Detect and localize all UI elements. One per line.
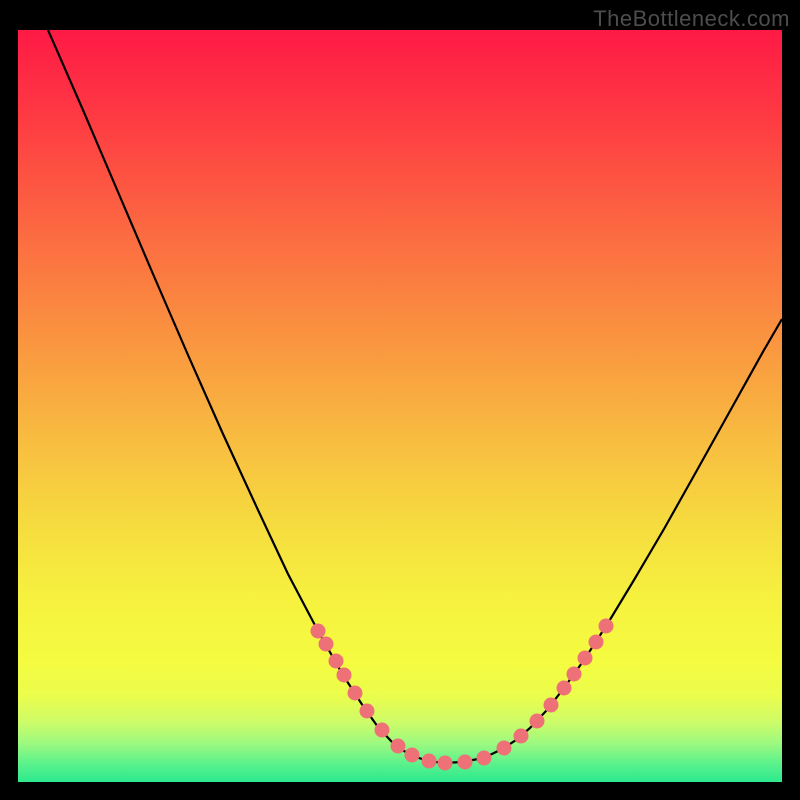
- marker-flat: [438, 756, 453, 771]
- marker-left: [348, 686, 363, 701]
- marker-flat: [458, 755, 473, 770]
- marker-flat: [477, 751, 492, 766]
- marker-left: [360, 704, 375, 719]
- marker-left: [375, 723, 390, 738]
- marker-left: [319, 637, 334, 652]
- marker-flat: [405, 748, 420, 763]
- marker-right: [514, 729, 529, 744]
- marker-flat: [497, 741, 512, 756]
- watermark-text: TheBottleneck.com: [593, 6, 790, 32]
- marker-right: [589, 635, 604, 650]
- marker-left: [311, 624, 326, 639]
- marker-right: [544, 698, 559, 713]
- marker-left: [391, 739, 406, 754]
- marker-right: [557, 681, 572, 696]
- marker-right: [578, 651, 593, 666]
- marker-left: [329, 654, 344, 669]
- plot-area: [18, 30, 782, 782]
- marker-flat: [422, 754, 437, 769]
- marker-right: [530, 714, 545, 729]
- marker-right: [599, 619, 614, 634]
- bottleneck-curve: [48, 30, 782, 763]
- marker-left: [337, 668, 352, 683]
- marker-right: [567, 667, 582, 682]
- chart-svg: [18, 30, 782, 782]
